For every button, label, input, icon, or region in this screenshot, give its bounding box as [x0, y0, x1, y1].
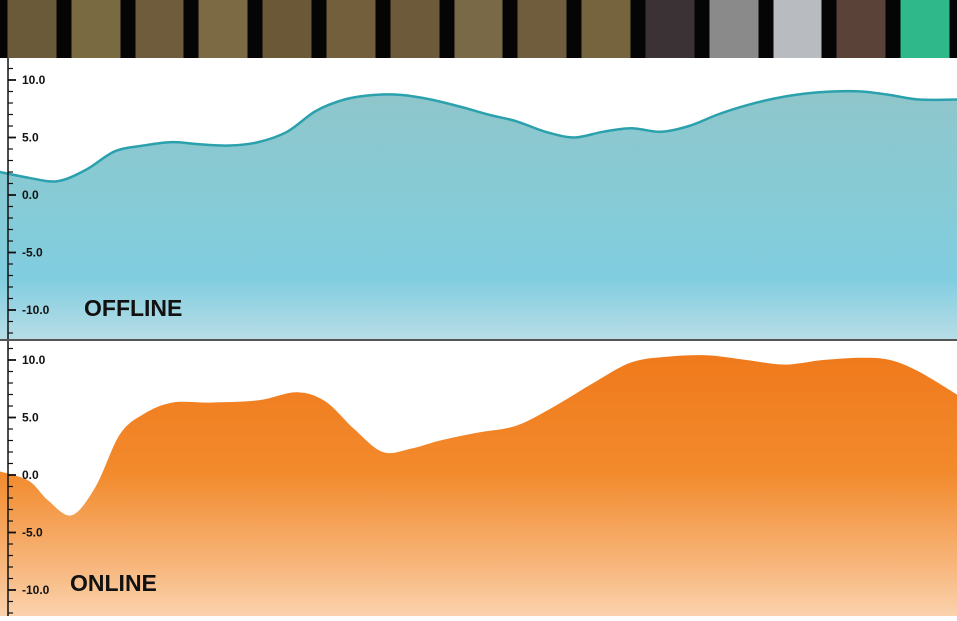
filmstrip-frame: [766, 0, 830, 58]
y-tick-label: 5.0: [22, 131, 39, 145]
filmstrip-frame: [191, 0, 255, 58]
filmstrip-frame: [447, 0, 511, 58]
series-label: OFFLINE: [84, 295, 182, 321]
y-tick-label: 10.0: [22, 353, 46, 367]
filmstrip-frame: [64, 0, 128, 58]
y-tick-label: -10.0: [22, 583, 50, 597]
y-tick-label: 10.0: [22, 73, 46, 87]
filmstrip-frame: [893, 0, 957, 58]
offline-area-chart: 10.0 5.0 0.0 -5.0 -10.0 OFFLINE: [0, 58, 957, 340]
y-tick-label: 0.0: [22, 468, 39, 482]
filmstrip-frame: [255, 0, 319, 58]
filmstrip-frame: [638, 0, 702, 58]
video-frame-filmstrip: [0, 0, 957, 58]
y-tick-label: -5.0: [22, 246, 43, 260]
series-label: ONLINE: [70, 570, 157, 596]
filmstrip-frame: [0, 0, 64, 58]
y-tick-label: -5.0: [22, 526, 43, 540]
panel-divider: [0, 339, 957, 341]
online-chart-panel: 10.0 5.0 0.0 -5.0 -10.0 ONLINE: [0, 340, 957, 616]
online-area-chart: 10.0 5.0 0.0 -5.0 -10.0 ONLINE: [0, 340, 957, 616]
y-tick-label: 0.0: [22, 188, 39, 202]
filmstrip-frame: [383, 0, 447, 58]
filmstrip-frame: [574, 0, 638, 58]
offline-chart-panel: 10.0 5.0 0.0 -5.0 -10.0 OFFLINE: [0, 58, 957, 340]
filmstrip-frame: [319, 0, 383, 58]
filmstrip-frame: [510, 0, 574, 58]
filmstrip-frame: [829, 0, 893, 58]
y-tick-label: 5.0: [22, 411, 39, 425]
filmstrip-frame: [702, 0, 766, 58]
filmstrip-frame: [128, 0, 192, 58]
y-tick-label: -10.0: [22, 303, 50, 317]
